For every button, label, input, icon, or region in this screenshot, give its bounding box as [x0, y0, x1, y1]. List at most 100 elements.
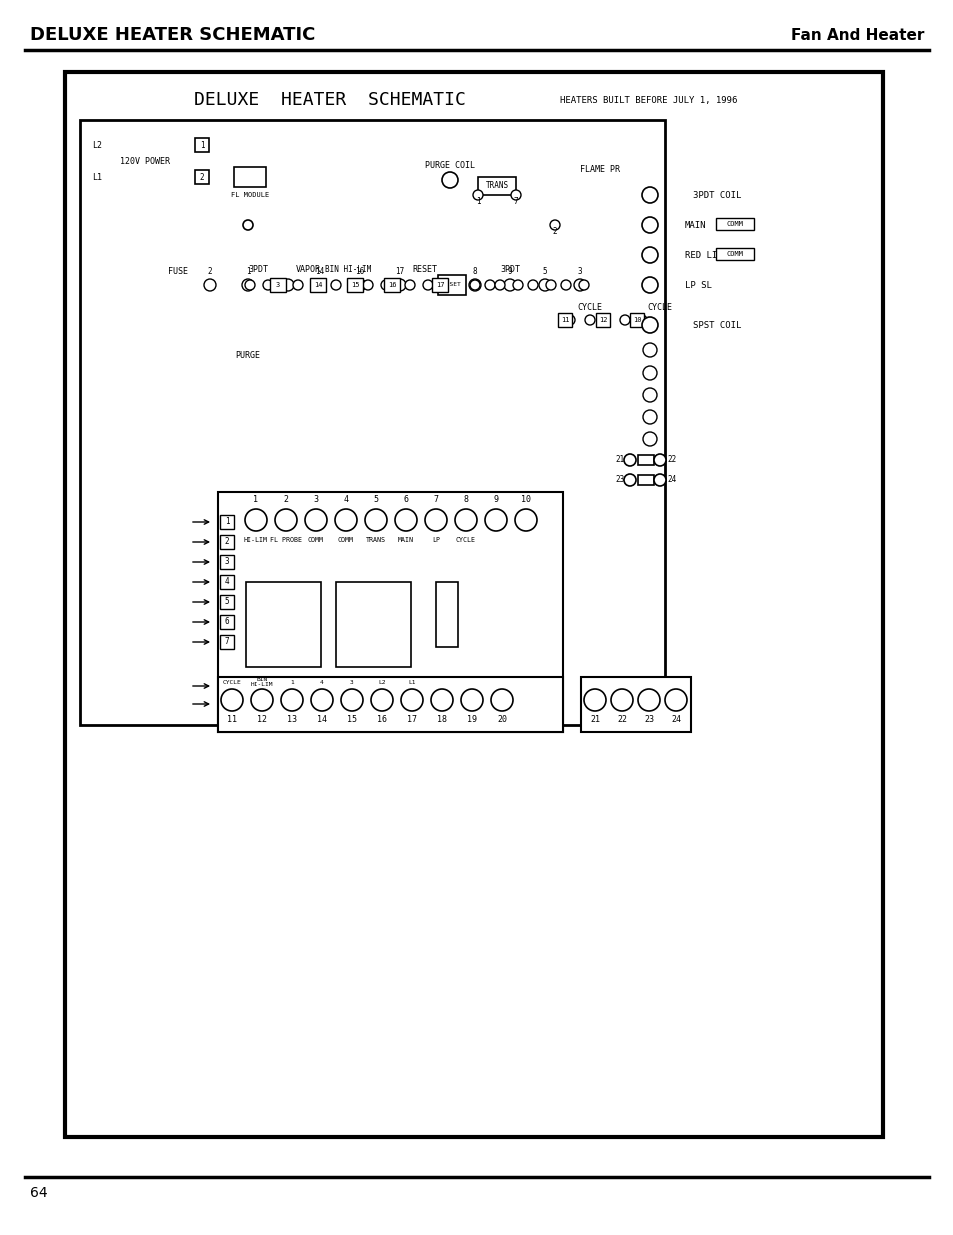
Circle shape	[293, 280, 303, 290]
Bar	[194, 138, 209, 152]
Circle shape	[484, 509, 506, 531]
Circle shape	[455, 509, 476, 531]
Bar	[220, 555, 233, 569]
Text: 15: 15	[347, 715, 356, 725]
Text: 13: 13	[287, 715, 296, 725]
Bar	[716, 219, 753, 230]
Circle shape	[641, 217, 658, 233]
Bar	[220, 679, 233, 693]
Text: CYCLE: CYCLE	[222, 679, 241, 684]
Text: HI-LIM: HI-LIM	[244, 537, 268, 543]
Bar	[596, 312, 609, 327]
Circle shape	[424, 509, 447, 531]
Text: 10: 10	[520, 495, 531, 505]
Text: 3: 3	[225, 557, 229, 567]
Circle shape	[578, 280, 588, 290]
Text: 12: 12	[256, 715, 267, 725]
Circle shape	[538, 279, 551, 291]
Bar	[246, 582, 320, 667]
Circle shape	[642, 388, 657, 403]
Circle shape	[515, 509, 537, 531]
Circle shape	[331, 280, 340, 290]
Text: L2: L2	[91, 141, 102, 149]
Text: 4: 4	[343, 495, 348, 505]
Text: 1: 1	[225, 517, 229, 526]
Circle shape	[545, 280, 556, 290]
Text: 4: 4	[320, 679, 323, 684]
Text: 6: 6	[403, 495, 408, 505]
Bar	[270, 278, 286, 291]
Circle shape	[335, 509, 356, 531]
Bar	[477, 177, 516, 195]
Circle shape	[513, 280, 522, 290]
Circle shape	[314, 279, 326, 291]
Text: A: A	[225, 682, 229, 690]
Text: 22: 22	[617, 715, 626, 725]
Bar	[218, 492, 562, 732]
Bar	[218, 677, 562, 732]
Circle shape	[242, 279, 253, 291]
Bar	[194, 170, 209, 184]
Bar	[220, 615, 233, 629]
Circle shape	[470, 280, 479, 290]
Text: COMM: COMM	[726, 221, 742, 227]
Text: 8: 8	[463, 495, 468, 505]
Text: 20: 20	[497, 715, 506, 725]
Circle shape	[642, 410, 657, 424]
Circle shape	[431, 689, 453, 711]
Circle shape	[641, 277, 658, 293]
Text: 2: 2	[199, 173, 204, 182]
Circle shape	[491, 689, 513, 711]
Text: RESET: RESET	[442, 283, 461, 288]
Circle shape	[349, 280, 358, 290]
Text: 3: 3	[350, 679, 354, 684]
Text: 3: 3	[578, 268, 581, 277]
Circle shape	[340, 689, 363, 711]
Circle shape	[638, 689, 659, 711]
Text: 11: 11	[227, 715, 236, 725]
Bar	[220, 515, 233, 529]
Bar	[65, 72, 882, 1137]
Text: 21: 21	[589, 715, 599, 725]
Text: MAIN: MAIN	[684, 221, 706, 230]
Circle shape	[405, 280, 415, 290]
Text: 15: 15	[351, 282, 359, 288]
Text: FL PROBE: FL PROBE	[270, 537, 302, 543]
Circle shape	[473, 190, 482, 200]
Text: 1: 1	[476, 198, 479, 206]
Bar	[335, 582, 411, 667]
Circle shape	[642, 343, 657, 357]
Text: PURGE COIL: PURGE COIL	[424, 161, 475, 169]
Circle shape	[610, 689, 633, 711]
Circle shape	[641, 186, 658, 203]
Text: TRANS: TRANS	[366, 537, 386, 543]
Text: BIN HI-LIM: BIN HI-LIM	[325, 264, 371, 273]
Text: 17: 17	[407, 715, 416, 725]
Circle shape	[503, 279, 516, 291]
Text: RESET: RESET	[412, 264, 437, 273]
Text: CYCLE: CYCLE	[577, 303, 602, 311]
Text: FLAME PR: FLAME PR	[579, 165, 619, 174]
Circle shape	[311, 689, 333, 711]
Circle shape	[245, 280, 254, 290]
Text: 3: 3	[314, 495, 318, 505]
Text: 4: 4	[225, 578, 229, 587]
Text: Fan And Heater: Fan And Heater	[790, 27, 923, 42]
Text: 3PDT COIL: 3PDT COIL	[692, 190, 740, 200]
Circle shape	[654, 474, 665, 487]
Text: COMM: COMM	[726, 251, 742, 257]
Text: 16: 16	[376, 715, 387, 725]
Text: 2: 2	[225, 537, 229, 547]
Bar	[80, 120, 664, 725]
Text: 19: 19	[467, 715, 476, 725]
Text: SPST COIL: SPST COIL	[692, 321, 740, 330]
Text: 3PDT: 3PDT	[248, 264, 268, 273]
Text: COMM: COMM	[337, 537, 354, 543]
Circle shape	[623, 474, 636, 487]
Circle shape	[527, 280, 537, 290]
Text: L1: L1	[91, 173, 102, 182]
Circle shape	[495, 280, 504, 290]
Circle shape	[584, 315, 595, 325]
Text: BIN
HI-LIM: BIN HI-LIM	[251, 677, 273, 688]
Circle shape	[641, 247, 658, 263]
